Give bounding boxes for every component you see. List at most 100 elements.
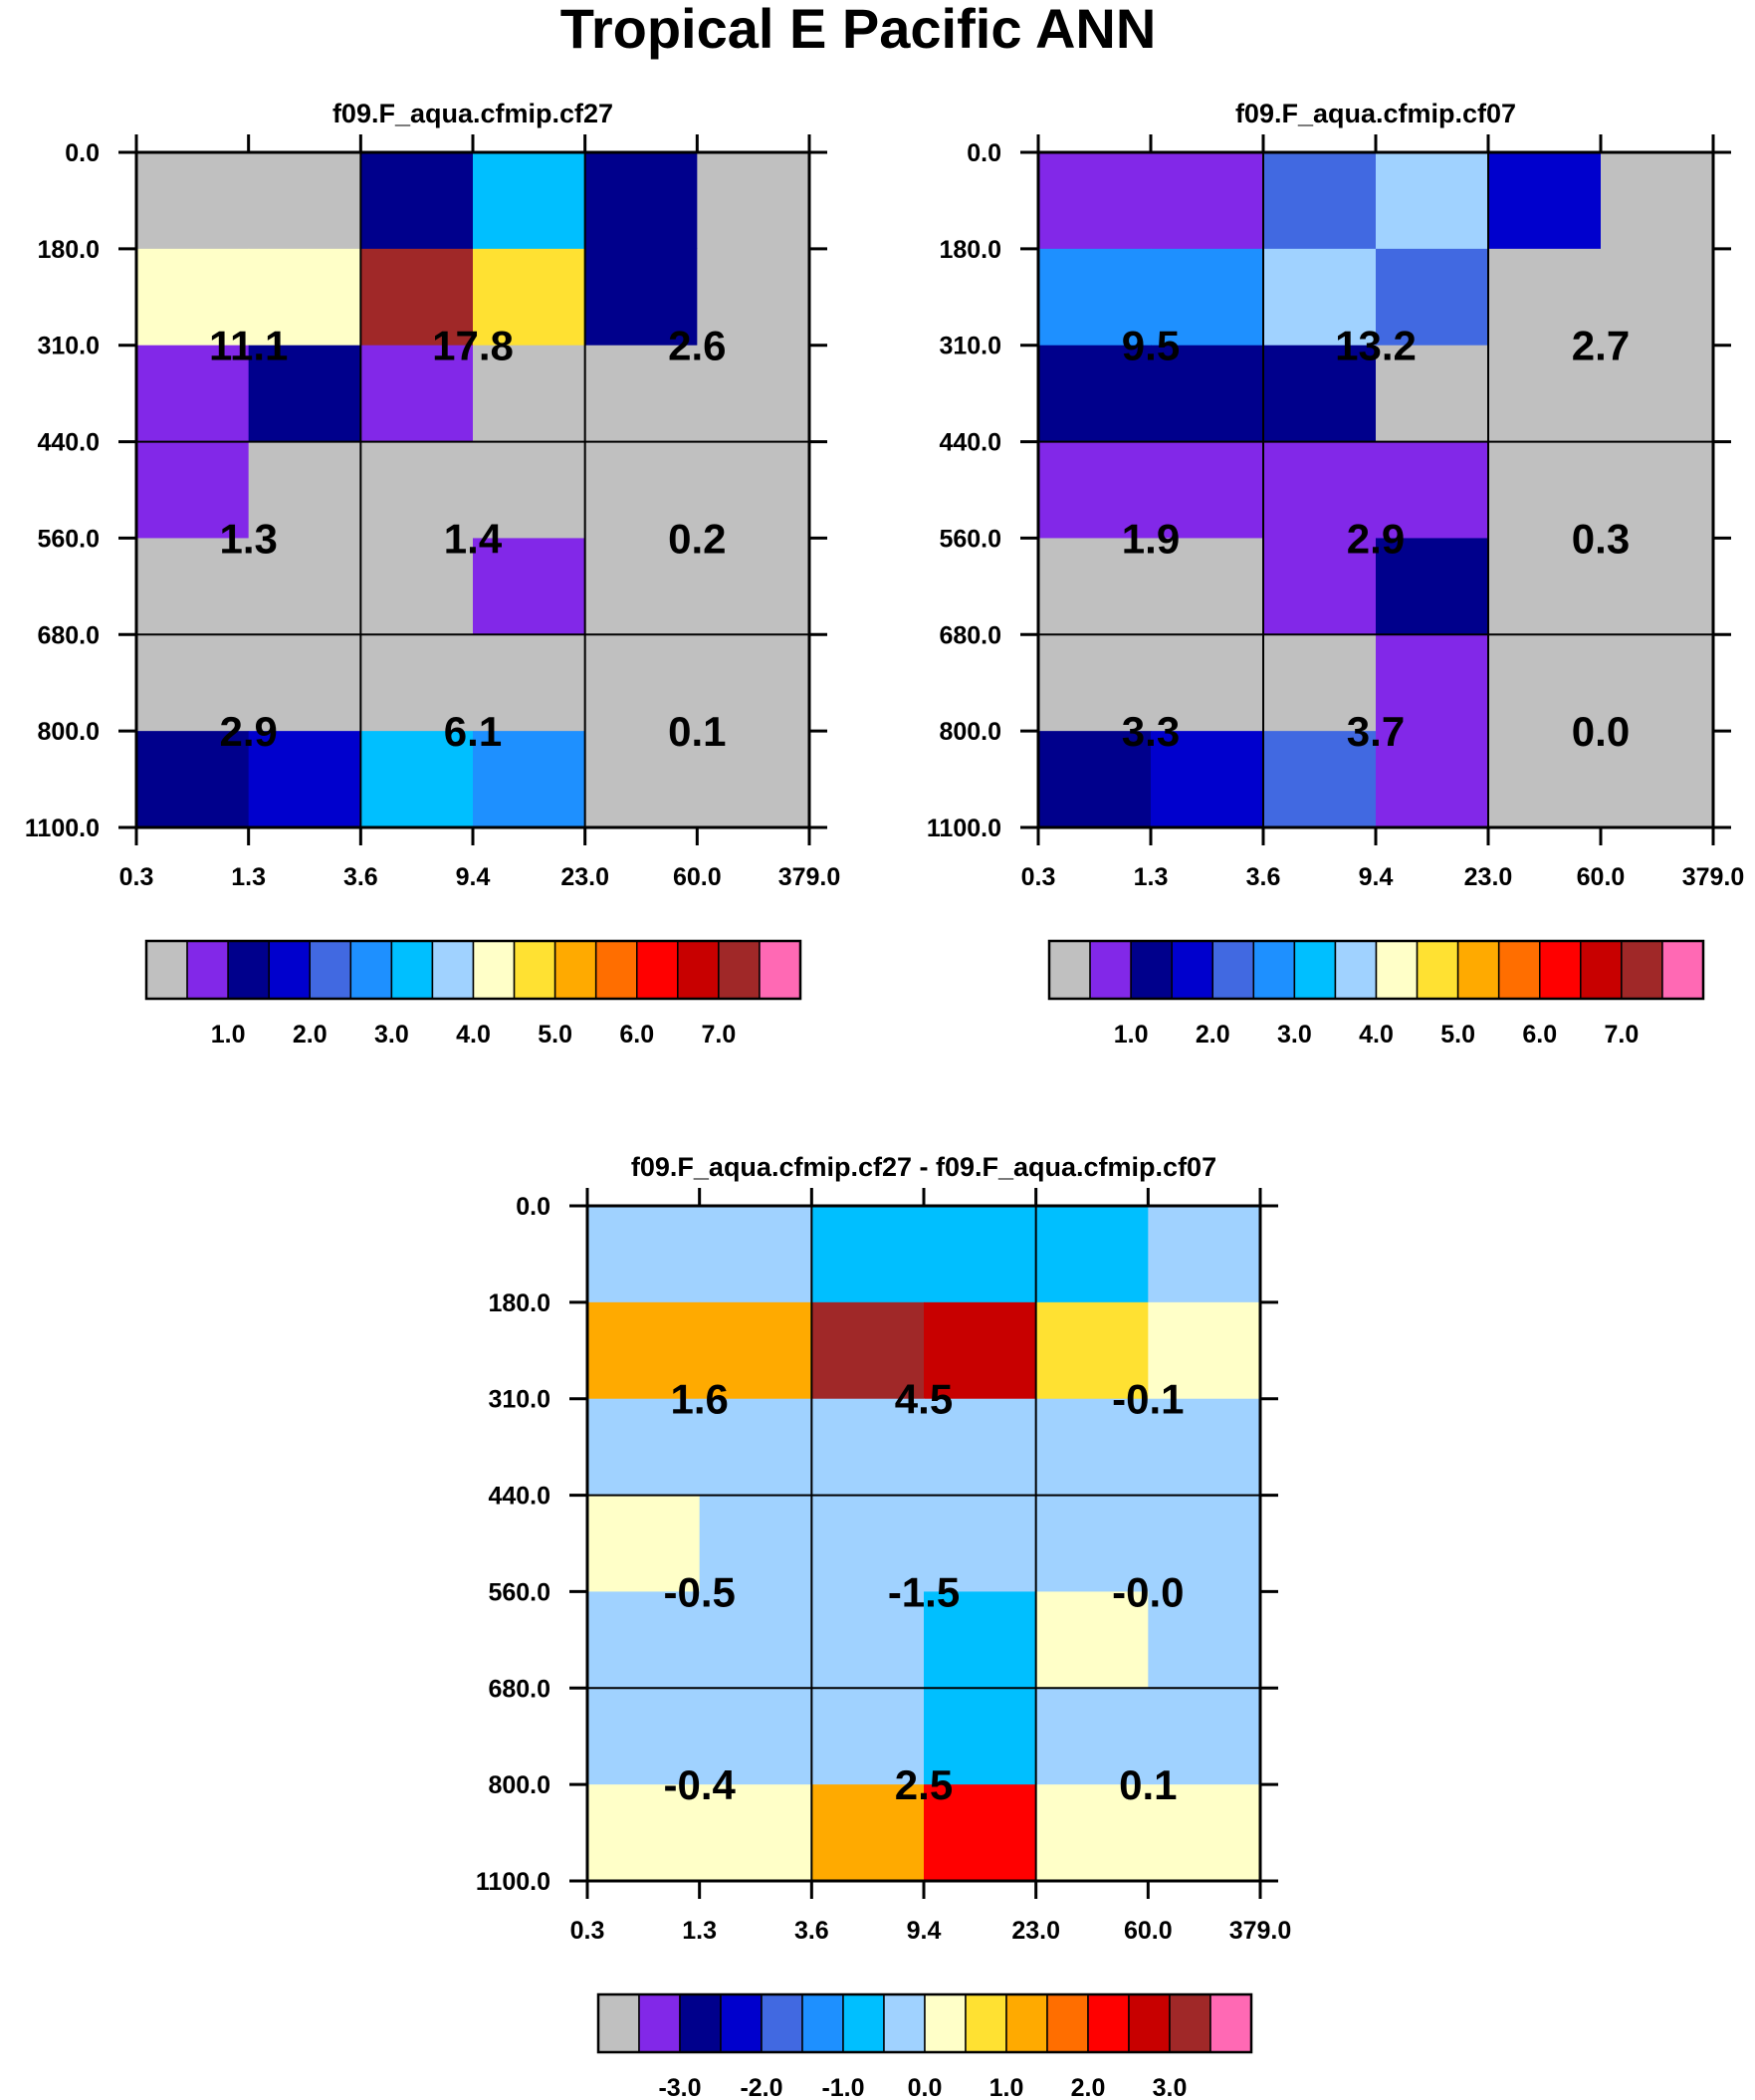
x-tick-label: 60.0 xyxy=(673,863,722,891)
heatmap-cell xyxy=(473,634,586,732)
heatmap-cell xyxy=(1151,248,1264,347)
panel-title: f09.F_aqua.cfmip.cf07 xyxy=(1235,99,1516,128)
colorbar-box xyxy=(186,940,229,1000)
heatmap-cell xyxy=(584,248,698,347)
colorbar-box xyxy=(309,940,352,1000)
y-tick-label: 560.0 xyxy=(488,1578,550,1606)
colorbar-label: 2.0 xyxy=(1071,2074,1106,2100)
x-tick-label: 9.4 xyxy=(456,863,491,891)
colorbar-box xyxy=(636,940,679,1000)
colorbar-label: 7.0 xyxy=(1604,1021,1639,1049)
cell-value-label: 13.2 xyxy=(1335,323,1417,369)
panel-title: f09.F_aqua.cfmip.cf27 - f09.F_aqua.cfmip… xyxy=(631,1152,1216,1182)
colorbar-box xyxy=(1209,1993,1252,2053)
heatmap-cell xyxy=(924,1206,1037,1303)
cell-value-label: -0.4 xyxy=(663,1761,736,1808)
y-tick-label: 1100.0 xyxy=(476,1868,550,1896)
heatmap-cell xyxy=(699,1301,812,1400)
colorbar-label: -2.0 xyxy=(740,2074,782,2100)
heatmap-cell xyxy=(924,1495,1037,1593)
y-tick-label: 440.0 xyxy=(939,429,1001,457)
colorbar: 1.0 2.0 3.0 4.0 5.0 6.0 7.0 xyxy=(144,939,802,1049)
heatmap-cell xyxy=(136,441,250,540)
y-tick-label: 0.0 xyxy=(516,1193,550,1221)
y-tick-label: 180.0 xyxy=(37,236,100,264)
colorbar-box xyxy=(761,1993,803,2053)
heatmap-cell xyxy=(473,441,586,540)
heatmap-cell xyxy=(1035,1398,1149,1497)
heatmap-cell xyxy=(473,731,586,828)
y-tick-label: 0.0 xyxy=(967,139,1001,167)
heatmap-cell xyxy=(360,538,474,635)
colorbar-box xyxy=(1497,940,1541,1000)
colorbar-box xyxy=(597,1993,640,2053)
heatmap-cell xyxy=(1601,248,1714,347)
x-tick-label: 23.0 xyxy=(1011,1917,1060,1945)
heatmap-cell xyxy=(1263,345,1377,443)
cell-value-label: -0.0 xyxy=(1112,1568,1184,1615)
heatmap-cell xyxy=(587,1784,701,1882)
heatmap-cell xyxy=(1038,731,1152,828)
y-tick-label: 1100.0 xyxy=(25,815,100,842)
heatmap-cell xyxy=(1601,731,1714,828)
colorbar-box xyxy=(679,1993,722,2053)
heatmap-cell xyxy=(360,345,474,443)
heatmap-cell xyxy=(699,1784,812,1882)
colorbar-box xyxy=(594,940,638,1000)
y-tick-label: 680.0 xyxy=(939,621,1001,649)
colorbar-box xyxy=(677,940,720,1000)
heatmap-cell xyxy=(1601,634,1714,732)
heatmap-cell xyxy=(1035,1206,1149,1303)
colorbar-box xyxy=(1130,940,1173,1000)
heatmap-cell xyxy=(1151,152,1264,250)
colorbar-box xyxy=(268,940,311,1000)
heatmap-cell xyxy=(1148,1591,1261,1689)
colorbar-label: 3.0 xyxy=(1153,2074,1188,2100)
heatmap-cell xyxy=(699,1591,812,1689)
x-tick-label: 3.6 xyxy=(1246,863,1281,891)
colorbar-box xyxy=(1128,1993,1171,2053)
heatmap-cell xyxy=(1488,634,1602,732)
y-tick-label: 1100.0 xyxy=(927,815,1001,842)
colorbar-frame xyxy=(1047,939,1705,1001)
heatmap-cell xyxy=(1035,1784,1149,1882)
heatmap-cell xyxy=(1263,248,1377,347)
colorbar-box xyxy=(924,1993,967,2053)
heatmap-cell xyxy=(248,538,361,635)
y-tick-label: 440.0 xyxy=(37,429,100,457)
colorbar-box xyxy=(145,940,188,1000)
heatmap-cell xyxy=(1376,538,1489,635)
heatmap-cell xyxy=(1148,1206,1261,1303)
heatmap-cell xyxy=(587,1495,701,1593)
heatmap-cell xyxy=(1151,538,1264,635)
x-tick-label: 3.6 xyxy=(794,1917,829,1945)
cell-value-label: 9.5 xyxy=(1122,323,1180,369)
colorbar-box xyxy=(1580,940,1623,1000)
heatmap-cell xyxy=(1038,441,1152,540)
colorbar-box xyxy=(513,940,556,1000)
heatmap-cell xyxy=(1038,248,1152,347)
heatmap-cell xyxy=(1263,731,1377,828)
cell-value-label: 0.3 xyxy=(1572,515,1630,562)
heatmap-cell xyxy=(1263,441,1377,540)
heatmap-cell xyxy=(248,345,361,443)
colorbar-box xyxy=(1334,940,1378,1000)
x-tick-label: 3.6 xyxy=(343,863,378,891)
y-tick-label: 800.0 xyxy=(488,1771,550,1799)
colorbar-frame xyxy=(144,939,802,1001)
heatmap-cell xyxy=(1601,441,1714,540)
colorbar-box xyxy=(1416,940,1459,1000)
heatmap-cell xyxy=(1263,152,1377,250)
colorbar-box xyxy=(1169,1993,1211,2053)
cell-value-label: 3.3 xyxy=(1122,708,1180,755)
heatmap-cell xyxy=(136,634,250,732)
heatmap-cell xyxy=(587,1301,701,1400)
x-tick-label: 9.4 xyxy=(907,1917,942,1945)
colorbar-label: 3.0 xyxy=(1277,1021,1312,1049)
heatmap-cell xyxy=(811,1591,925,1689)
cell-value-label: 1.9 xyxy=(1122,515,1180,562)
colorbar-label: 4.0 xyxy=(1359,1021,1394,1049)
colorbar: 1.0 2.0 3.0 4.0 5.0 6.0 7.0 xyxy=(1047,939,1705,1049)
panel-title: f09.F_aqua.cfmip.cf27 xyxy=(332,99,613,128)
colorbar-box xyxy=(842,1993,885,2053)
